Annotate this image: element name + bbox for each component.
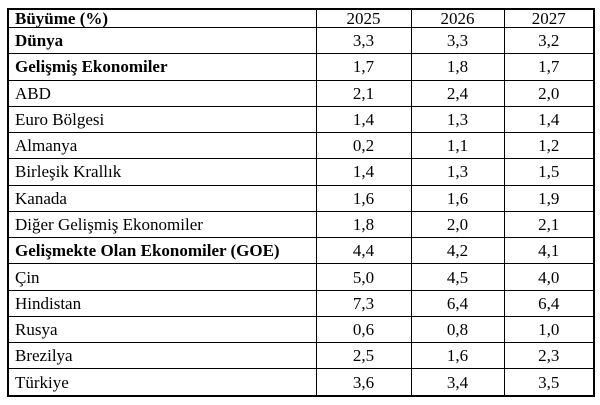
- cell-value: 6,4: [410, 289, 505, 317]
- cell-value: 1,2: [503, 132, 595, 160]
- cell-value: 1,3: [410, 158, 505, 186]
- cell-value: 1,4: [315, 158, 412, 186]
- cell-value: 4,0: [503, 263, 595, 291]
- row-label: Hindistan: [7, 289, 317, 317]
- table-row-emerging-economies: Gelişmekte Olan Ekonomiler (GOE) 4,4 4,2…: [7, 237, 595, 265]
- table-title: Büyüme (%): [7, 8, 317, 28]
- row-label: Euro Bölgesi: [7, 105, 317, 134]
- cell-value: 0,8: [410, 315, 505, 344]
- row-label: Rusya: [7, 315, 317, 344]
- cell-value: 0,6: [315, 315, 412, 344]
- row-label: Gelişmekte Olan Ekonomiler (GOE): [7, 237, 317, 265]
- row-label: Brezilya: [7, 342, 317, 370]
- row-label: Birleşik Krallık: [7, 158, 317, 186]
- cell-value: 3,6: [315, 368, 412, 397]
- table-row-world: Dünya 3,3 3,3 3,2: [7, 26, 595, 55]
- row-label: Dünya: [7, 26, 317, 55]
- cell-value: 3,5: [503, 368, 595, 397]
- cell-value: 1,6: [410, 184, 505, 212]
- row-label: Diğer Gelişmiş Ekonomiler: [7, 210, 317, 239]
- year-header-2025: 2025: [315, 8, 412, 28]
- cell-value: 6,4: [503, 289, 595, 317]
- cell-value: 2,5: [315, 342, 412, 370]
- table-row-other-advanced: Diğer Gelişmiş Ekonomiler 1,8 2,0 2,1: [7, 210, 595, 239]
- cell-value: 2,1: [315, 79, 412, 107]
- cell-value: 1,4: [315, 105, 412, 134]
- table-row-russia: Rusya 0,6 0,8 1,0: [7, 315, 595, 344]
- cell-value: 1,6: [315, 184, 412, 212]
- table-row-germany: Almanya 0,2 1,1 1,2: [7, 132, 595, 160]
- cell-value: 2,0: [503, 79, 595, 107]
- row-label: Çin: [7, 263, 317, 291]
- table-row-united-kingdom: Birleşik Krallık 1,4 1,3 1,5: [7, 158, 595, 186]
- year-header-2027: 2027: [503, 8, 595, 28]
- cell-value: 2,0: [410, 210, 505, 239]
- cell-value: 1,3: [410, 105, 505, 134]
- cell-value: 4,2: [410, 237, 505, 265]
- cell-value: 3,3: [410, 26, 505, 55]
- cell-value: 1,5: [503, 158, 595, 186]
- header-row: Büyüme (%) 2025 2026 2027: [7, 8, 595, 28]
- cell-value: 3,4: [410, 368, 505, 397]
- cell-value: 1,6: [410, 342, 505, 370]
- table-row-euro-area: Euro Bölgesi 1,4 1,3 1,4: [7, 105, 595, 134]
- growth-table-container: Büyüme (%) 2025 2026 2027 Dünya 3,3 3,3 …: [7, 8, 595, 397]
- cell-value: 3,3: [315, 26, 412, 55]
- growth-table: Büyüme (%) 2025 2026 2027 Dünya 3,3 3,3 …: [7, 8, 595, 397]
- cell-value: 1,4: [503, 105, 595, 134]
- year-header-2026: 2026: [410, 8, 505, 28]
- cell-value: 2,1: [503, 210, 595, 239]
- row-label: Türkiye: [7, 368, 317, 397]
- cell-value: 1,8: [410, 53, 505, 81]
- cell-value: 1,8: [315, 210, 412, 239]
- table-row-canada: Kanada 1,6 1,6 1,9: [7, 184, 595, 212]
- cell-value: 7,3: [315, 289, 412, 317]
- cell-value: 1,0: [503, 315, 595, 344]
- cell-value: 1,9: [503, 184, 595, 212]
- row-label: Kanada: [7, 184, 317, 212]
- table-row-advanced-economies: Gelişmiş Ekonomiler 1,7 1,8 1,7: [7, 53, 595, 81]
- table-row-china: Çin 5,0 4,5 4,0: [7, 263, 595, 291]
- table-row-india: Hindistan 7,3 6,4 6,4: [7, 289, 595, 317]
- cell-value: 3,2: [503, 26, 595, 55]
- row-label: Almanya: [7, 132, 317, 160]
- table-row-turkey: Türkiye 3,6 3,4 3,5: [7, 368, 595, 397]
- row-label: ABD: [7, 79, 317, 107]
- table-row-brazil: Brezilya 2,5 1,6 2,3: [7, 342, 595, 370]
- cell-value: 4,1: [503, 237, 595, 265]
- row-label: Gelişmiş Ekonomiler: [7, 53, 317, 81]
- cell-value: 0,2: [315, 132, 412, 160]
- cell-value: 2,4: [410, 79, 505, 107]
- cell-value: 4,4: [315, 237, 412, 265]
- cell-value: 1,7: [503, 53, 595, 81]
- cell-value: 2,3: [503, 342, 595, 370]
- cell-value: 1,1: [410, 132, 505, 160]
- cell-value: 4,5: [410, 263, 505, 291]
- cell-value: 5,0: [315, 263, 412, 291]
- cell-value: 1,7: [315, 53, 412, 81]
- table-row-usa: ABD 2,1 2,4 2,0: [7, 79, 595, 107]
